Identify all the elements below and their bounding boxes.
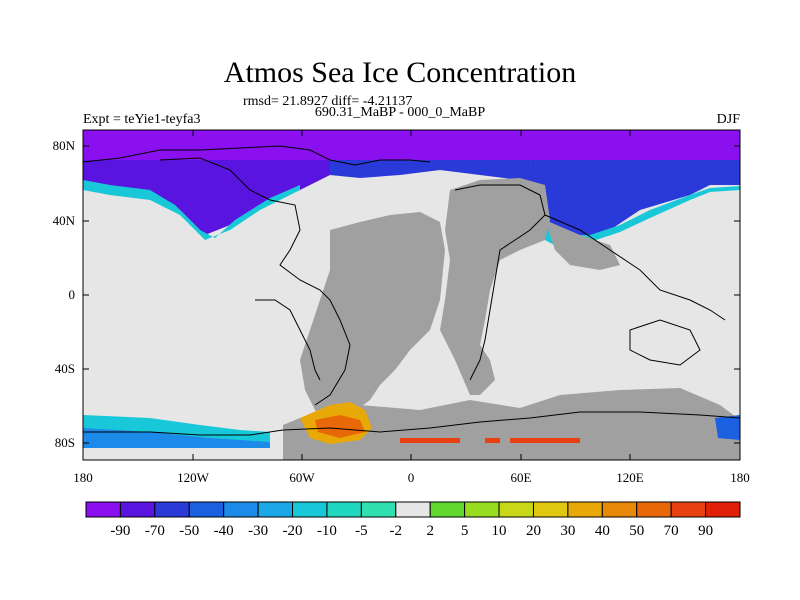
- colorbar-swatch: [705, 501, 741, 518]
- lon-label-0: 0: [407, 470, 415, 485]
- lon-label-180e: 180: [730, 470, 750, 485]
- colorbar-swatch: [154, 501, 190, 518]
- lon-label-60w: 60W: [289, 470, 315, 485]
- colorbar-swatch: [326, 501, 362, 518]
- colorbar-label: -90: [110, 523, 131, 539]
- arctic-ice-gradient-east: [530, 160, 740, 245]
- colorbar-label: -2: [389, 523, 403, 539]
- colorbar-label: 2: [426, 523, 434, 539]
- southern-ice-west-deep: [83, 428, 270, 448]
- colorbar-swatch: [567, 501, 603, 518]
- colorbar: [85, 501, 741, 518]
- colorbar-label: 70: [663, 523, 679, 539]
- colorbar-label: -50: [179, 523, 200, 539]
- land-africa: [440, 178, 550, 395]
- antarctic-strip-1: [400, 438, 460, 443]
- land-antarctica: [283, 388, 740, 460]
- colorbar-swatch: [498, 501, 534, 518]
- colorbar-swatch: [119, 501, 156, 518]
- arctic-ice-gradient-west: [83, 160, 330, 235]
- lat-label-40s: 40S: [54, 361, 75, 376]
- stats-text: rmsd= 21.8927 diff= -4.21137: [243, 94, 413, 109]
- colorbar-swatch: [429, 501, 466, 518]
- colorbar-label: 10: [491, 523, 507, 539]
- season-label: DJF: [716, 112, 740, 127]
- colorbar-swatch: [257, 501, 294, 518]
- arctic-ice-cyan-east: [540, 186, 740, 248]
- plot-title: Atmos Sea Ice Concentration: [223, 56, 577, 89]
- colorbar-swatch: [85, 501, 121, 518]
- colorbar-label: -40: [213, 523, 234, 539]
- axis-ticks: [83, 130, 740, 460]
- colorbar-swatch: [464, 501, 500, 518]
- colorbar-swatch: [188, 501, 225, 518]
- antarctic-strip-2: [485, 438, 500, 443]
- arctic-ice-cyan-west: [83, 180, 300, 240]
- colorbar-swatch: [360, 501, 397, 518]
- coastlines: [83, 145, 740, 436]
- colorbar-swatch: [670, 501, 707, 518]
- lat-label-80n: 80N: [52, 138, 75, 153]
- colorbar-swatch: [395, 501, 431, 518]
- arctic-ice-mid-central: [330, 160, 535, 190]
- southern-ice-east: [715, 415, 740, 440]
- colorbar-label: -20: [282, 523, 303, 539]
- lat-label-40n: 40N: [52, 213, 75, 228]
- colorbar-label: -10: [316, 523, 337, 539]
- lon-label-60e: 60E: [510, 470, 532, 485]
- lon-label-120e: 120E: [616, 470, 644, 485]
- colorbar-swatch: [636, 501, 672, 518]
- experiment-label: Expt = teYie1-teyfa3: [83, 112, 201, 127]
- colorbar-label: 40: [594, 523, 610, 539]
- colorbar-label: -30: [248, 523, 269, 539]
- antarctic-strip-3: [510, 438, 580, 443]
- colorbar-label: 50: [629, 523, 645, 539]
- colorbar-swatch: [292, 501, 328, 518]
- colorbar-label: 5: [460, 523, 469, 539]
- colorbar-label: -5: [355, 523, 368, 539]
- plot-subtitle: 690.31_MaBP - 000_0_MaBP: [314, 105, 486, 120]
- colorbar-swatch: [532, 501, 569, 518]
- colorbar-label: -70: [144, 523, 165, 539]
- antarctic-positive-core: [315, 415, 365, 438]
- colorbar-label: 90: [698, 523, 714, 539]
- lat-label-80s: 80S: [54, 435, 75, 450]
- land-south-america: [300, 212, 445, 420]
- lon-label-180w: 180: [73, 470, 93, 485]
- lat-label-0: 0: [68, 287, 76, 302]
- land-eurasia-patch: [545, 220, 620, 270]
- colorbar-swatch: [601, 501, 638, 518]
- colorbar-label: 30: [560, 523, 576, 539]
- colorbar-label: 20: [525, 523, 541, 539]
- colorbar-swatch: [223, 501, 259, 518]
- lon-label-120w: 120W: [177, 470, 209, 485]
